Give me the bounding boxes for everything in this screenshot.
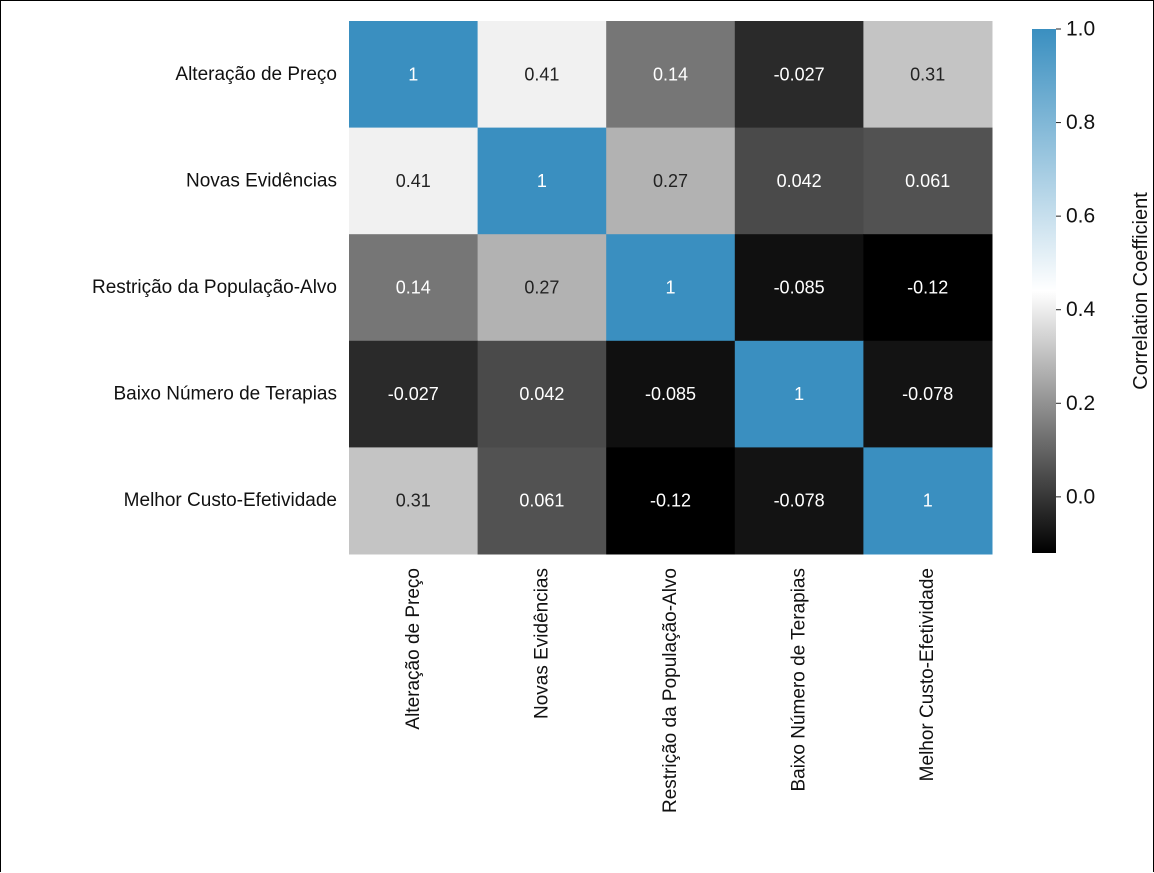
cell-annotation: 1 (665, 278, 675, 298)
colorbar: 1.0 0.8 0.6 0.4 0.2 0.0 Correlation Coefficien… (1032, 18, 1152, 553)
y-tick-label: Melhor Custo-Efetividade (124, 490, 337, 511)
cell-annotation: -0.12 (907, 278, 948, 298)
x-tick-label: Restrição da População-Alvo (660, 568, 681, 813)
y-tick-label: Novas Evidências (186, 170, 337, 191)
cell-annotation: -0.027 (774, 64, 825, 84)
cell-annotation: 0.061 (519, 491, 564, 511)
colorbar-title: Correlation Coefficient (1130, 192, 1152, 390)
colorbar-tick-label: 0.8 (1066, 111, 1095, 134)
colorbar-tick-label: 0.6 (1066, 205, 1095, 228)
cell-annotation: -0.078 (774, 491, 825, 511)
heatmap-cell (734, 447, 864, 555)
heatmap-cells: 1 0.41 0.14 -0.027 0.31 0.41 1 0.27 0.042 0.061 0.… (349, 21, 993, 555)
cell-annotation: 0.061 (905, 171, 950, 191)
heatmap-cell (734, 234, 864, 342)
heatmap-cell (863, 234, 993, 342)
x-tick-label: Baixo Número de Terapias (789, 568, 810, 792)
cell-annotation: 0.27 (653, 171, 688, 191)
cell-annotation: 0.41 (524, 64, 559, 84)
cell-annotation: 0.14 (396, 278, 431, 298)
heatmap-cell (606, 127, 736, 235)
cell-annotation: -0.085 (645, 384, 696, 404)
heatmap-cell (349, 340, 479, 448)
x-tick-label: Melhor Custo-Efetividade (917, 568, 938, 781)
x-tick-label: Alteração de Preço (403, 568, 424, 730)
heatmap-cell (863, 127, 993, 235)
heatmap-cell (734, 127, 864, 235)
cell-annotation: 1 (923, 491, 933, 511)
heatmap-cell (477, 447, 607, 555)
cell-annotation: 0.14 (653, 64, 688, 84)
heatmap-cell (606, 21, 736, 129)
colorbar-tick-label: 0.4 (1066, 298, 1096, 321)
heatmap-cell (477, 234, 607, 342)
heatmap-cell (349, 21, 479, 129)
colorbar-gradient (1032, 29, 1056, 553)
cell-annotation: 1 (537, 171, 547, 191)
colorbar-tick-label: 0.0 (1066, 485, 1095, 508)
heatmap-cell (349, 447, 479, 555)
y-tick-label: Restrição da População-Alvo (92, 277, 337, 298)
colorbar-tick-label: 0.2 (1066, 392, 1095, 415)
heatmap-cell (734, 340, 864, 448)
heatmap-cell (349, 234, 479, 342)
cell-annotation: -0.085 (774, 278, 825, 298)
cell-annotation: 0.41 (396, 171, 431, 191)
x-tick-label: Novas Evidências (531, 568, 552, 719)
colorbar-tick-label: 1.0 (1066, 18, 1095, 41)
heatmap-cell (606, 447, 736, 555)
heatmap-cell (734, 21, 864, 129)
heatmap-cell (863, 447, 993, 555)
y-tick-label: Baixo Número de Terapias (113, 384, 337, 405)
heatmap-cell (477, 21, 607, 129)
cell-annotation: -0.027 (388, 384, 439, 404)
cell-annotation: 0.31 (396, 491, 431, 511)
cell-annotation: -0.078 (902, 384, 953, 404)
heatmap-cell (863, 21, 993, 129)
heatmap-cell (863, 340, 993, 448)
cell-annotation: 1 (794, 384, 804, 404)
heatmap-cell (606, 234, 736, 342)
y-tick-labels: Alteração de Preço Novas Evidências Restri… (92, 64, 337, 511)
cell-annotation: 0.27 (524, 278, 559, 298)
cell-annotation: 0.042 (519, 384, 564, 404)
cell-annotation: -0.12 (650, 491, 691, 511)
heatmap-cell (477, 127, 607, 235)
x-tick-labels: Alteração de Preço Novas Evidências Restri… (403, 568, 938, 813)
y-tick-label: Alteração de Preço (175, 64, 337, 85)
heatmap-cell (349, 127, 479, 235)
cell-annotation: 1 (408, 64, 418, 84)
cell-annotation: 0.31 (910, 64, 945, 84)
heatmap-cell (477, 340, 607, 448)
heatmap-cell (606, 340, 736, 448)
cell-annotation: 0.042 (777, 171, 822, 191)
